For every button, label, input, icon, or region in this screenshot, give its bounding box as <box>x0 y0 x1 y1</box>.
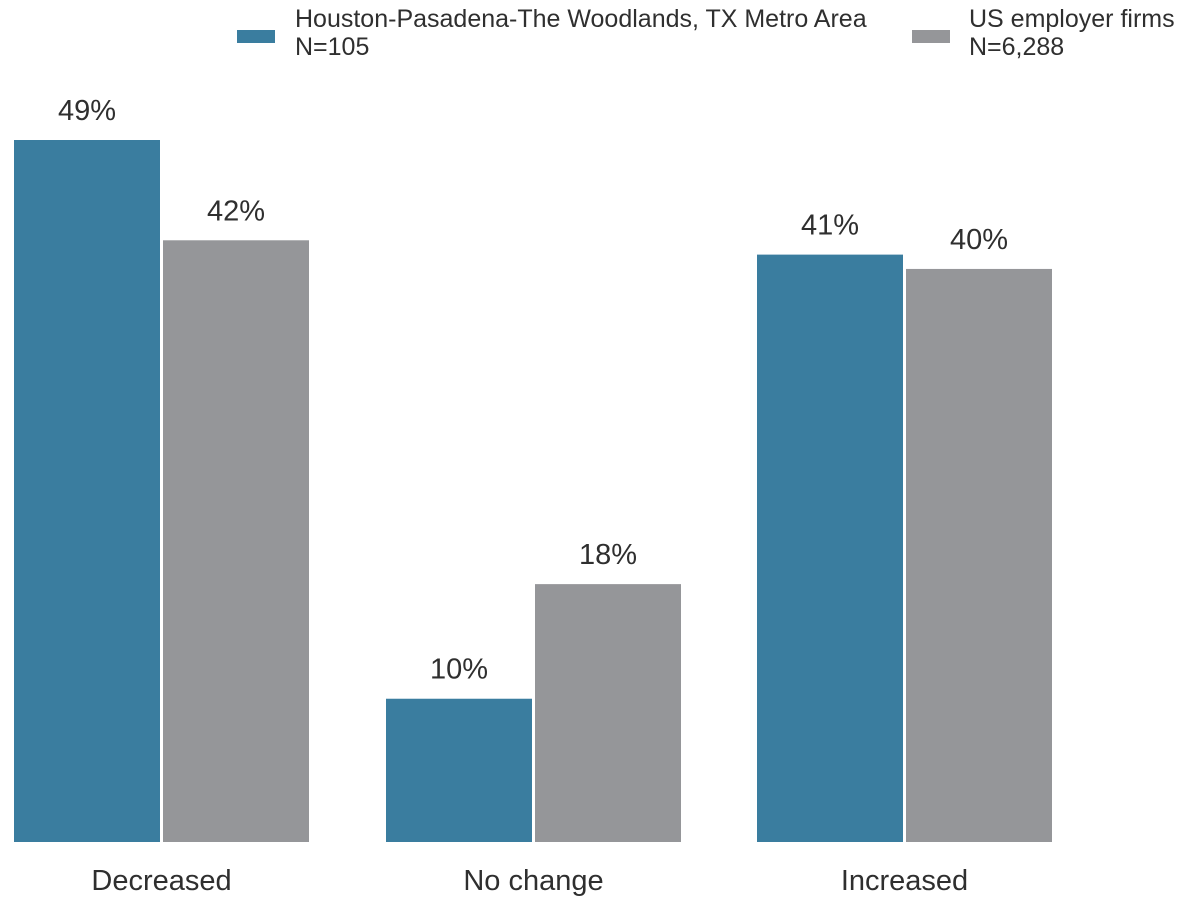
legend-swatch-us <box>912 30 950 43</box>
bar-houston-no-change <box>386 698 532 842</box>
bar-us-increased <box>906 268 1052 842</box>
bar-group-decreased: 49% 42% Decreased <box>14 95 309 897</box>
bar-group-no-change: 10% 18% No change <box>386 539 681 897</box>
data-label: 10% <box>430 654 488 686</box>
legend-swatch-houston <box>237 30 275 43</box>
legend-note-us: N=6,288 <box>969 33 1064 61</box>
bar-group-increased: 41% 40% Increased <box>757 210 1052 897</box>
data-label: 18% <box>579 539 637 571</box>
data-label: 40% <box>950 224 1008 256</box>
legend-note-houston: N=105 <box>295 33 369 61</box>
category-label: No change <box>463 865 603 897</box>
data-label: 42% <box>207 195 265 227</box>
data-label: 49% <box>58 95 116 127</box>
bar-us-no-change <box>535 584 681 842</box>
legend-label-houston: Houston-Pasadena-The Woodlands, TX Metro… <box>295 5 867 33</box>
bar-houston-decreased <box>14 140 160 842</box>
bar-us-decreased <box>163 240 309 843</box>
legend-item-houston: Houston-Pasadena-The Woodlands, TX Metro… <box>237 5 867 61</box>
legend-item-us: US employer firms N=6,288 <box>912 5 1175 61</box>
category-label: Increased <box>841 865 968 897</box>
plot-area: 49% 42% Decreased 10% 18% No change 41% 40% Incr… <box>14 95 1052 897</box>
category-label: Decreased <box>91 865 231 897</box>
legend: Houston-Pasadena-The Woodlands, TX Metro… <box>237 5 1175 61</box>
data-label: 41% <box>801 210 859 242</box>
bar-houston-increased <box>757 254 903 842</box>
legend-label-us: US employer firms <box>969 5 1175 33</box>
